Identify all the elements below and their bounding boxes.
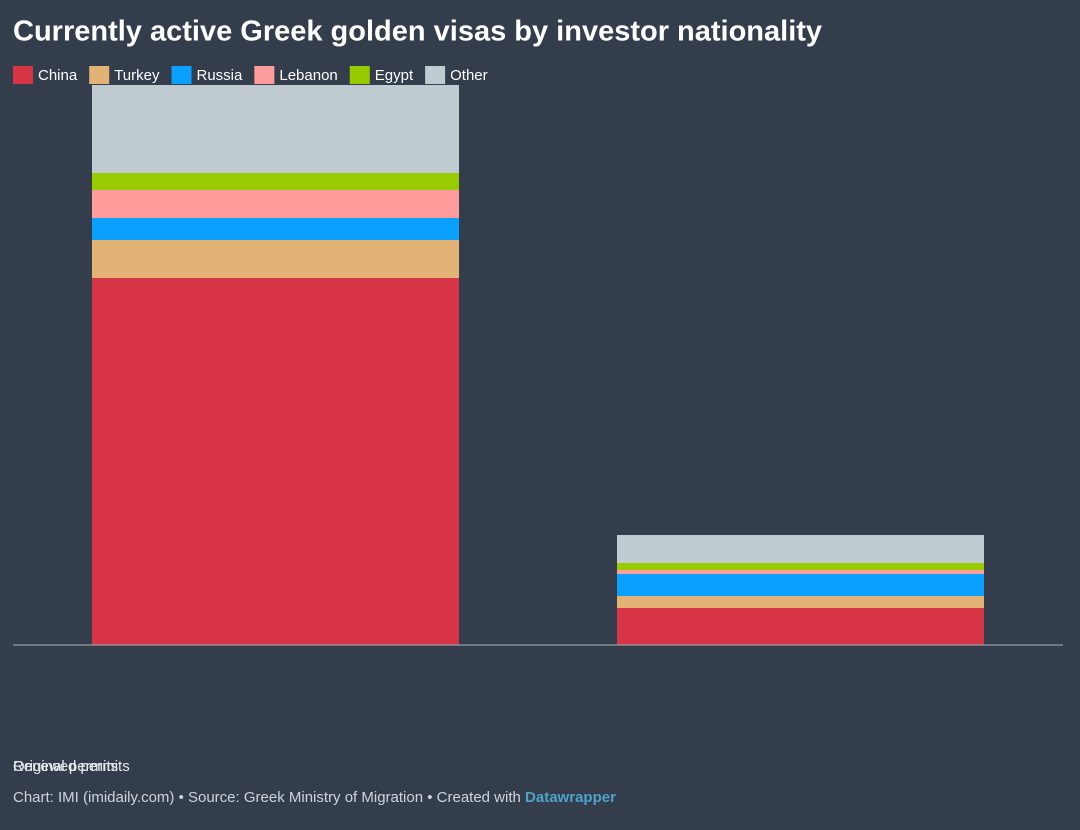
legend-swatch <box>349 66 370 84</box>
legend-swatch <box>89 66 110 84</box>
legend-label: Other <box>450 67 488 84</box>
legend-label: Russia <box>197 67 244 84</box>
footer: Chart: IMI (imidaily.com) • Source: Gree… <box>13 789 616 806</box>
legend-label: China <box>38 67 78 84</box>
category-label: Renewed permits <box>13 758 130 775</box>
legend-swatch <box>13 66 33 84</box>
bar-segment <box>92 278 459 645</box>
bar-segment <box>92 218 459 240</box>
footer-source: Chart: IMI (imidaily.com) • Source: Gree… <box>13 789 521 806</box>
chart-title: Currently active Greek golden visas by i… <box>13 16 822 48</box>
legend-swatch <box>425 66 446 84</box>
bar-segment <box>617 596 984 608</box>
footer-credit[interactable]: Datawrapper <box>525 789 616 806</box>
bar-segment <box>617 608 984 645</box>
legend-label: Turkey <box>114 67 160 84</box>
bar-segment <box>92 85 459 173</box>
bar-segment <box>617 570 984 574</box>
legend-label: Egypt <box>375 67 414 84</box>
bar-segment <box>617 563 984 570</box>
legend-label: Lebanon <box>279 67 337 84</box>
bar-segment <box>92 173 459 190</box>
legend-swatch <box>254 66 275 84</box>
legend-swatch <box>171 66 192 84</box>
category-label: Original permits <box>13 758 118 775</box>
bar-segment <box>617 535 984 563</box>
bar-segment <box>92 190 459 218</box>
bar-segment <box>617 574 984 596</box>
bar-segment <box>92 240 459 278</box>
